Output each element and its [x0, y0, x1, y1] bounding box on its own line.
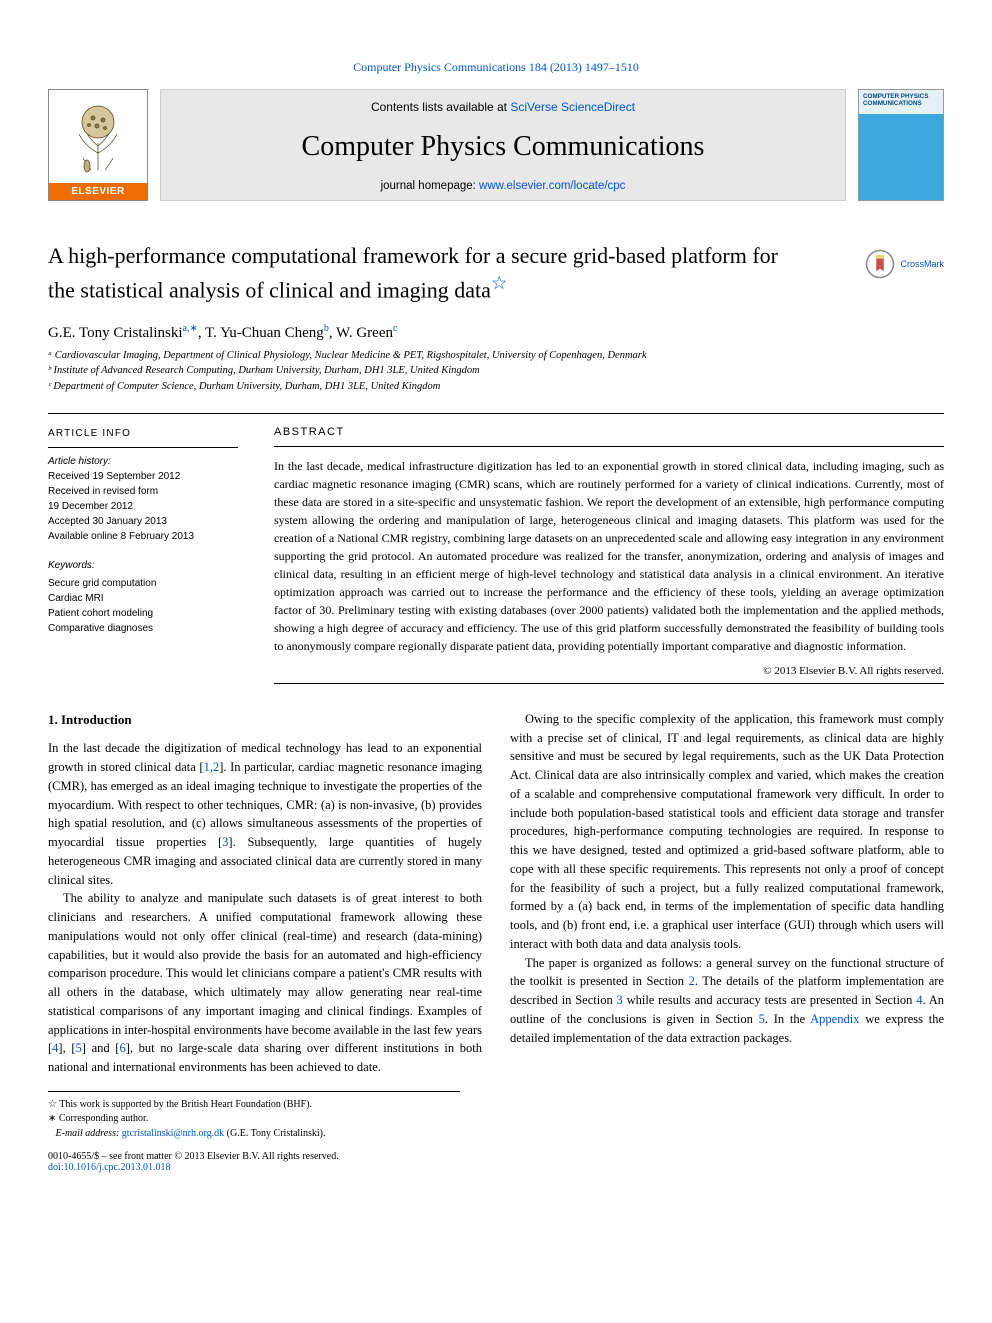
- body-paragraph: In the last decade the digitization of m…: [48, 739, 482, 889]
- ref-link[interactable]: 5: [76, 1041, 82, 1055]
- sciencedirect-link[interactable]: SciVerse ScienceDirect: [510, 100, 635, 114]
- homepage-link[interactable]: www.elsevier.com/locate/cpc: [479, 180, 625, 192]
- journal-cover[interactable]: COMPUTER PHYSICS COMMUNICATIONS: [858, 89, 944, 201]
- ref-link[interactable]: 6: [119, 1041, 125, 1055]
- keyword: Secure grid computation: [48, 576, 238, 591]
- elsevier-logo[interactable]: ELSEVIER: [48, 89, 148, 201]
- affil-link[interactable]: b: [324, 323, 329, 334]
- info-head: ARTICLE INFO: [48, 426, 238, 441]
- contents-line: Contents lists available at SciVerse Sci…: [371, 100, 635, 114]
- abstract-text: In the last decade, medical infrastructu…: [274, 457, 944, 655]
- body-columns: 1. Introduction In the last decade the d…: [48, 710, 944, 1077]
- issn-line: 0010-4655/$ – see front matter © 2013 El…: [48, 1151, 339, 1162]
- elsevier-label: ELSEVIER: [49, 183, 147, 200]
- crossmark-icon: [865, 249, 895, 279]
- history-line: Received in revised form: [48, 484, 238, 499]
- crossmark-link[interactable]: CrossMark: [900, 259, 944, 269]
- history-head: Article history:: [48, 454, 238, 469]
- separator: [48, 413, 944, 414]
- meta-row: ARTICLE INFO Article history: Received 1…: [48, 426, 944, 684]
- history-line: Received 19 September 2012: [48, 469, 238, 484]
- affil-link[interactable]: a,∗: [183, 323, 198, 334]
- crossmark-badge[interactable]: CrossMark: [865, 249, 944, 279]
- footnotes: ☆ This work is supported by the British …: [48, 1091, 460, 1142]
- article-title: A high-performance computational framewo…: [48, 241, 808, 305]
- footnote-corr: ∗ Corresponding author.: [48, 1112, 460, 1127]
- ref-link[interactable]: 3: [222, 835, 228, 849]
- email-link[interactable]: gtcristalinski@nrh.org.dk: [122, 1128, 224, 1139]
- author: W. Greenc: [336, 325, 397, 341]
- ref-link[interactable]: 4: [52, 1041, 58, 1055]
- bottom-row: 0010-4655/$ – see front matter © 2013 El…: [48, 1151, 944, 1173]
- section-link[interactable]: 2: [689, 974, 695, 988]
- elsevier-tree-icon: [63, 90, 133, 183]
- ref-link[interactable]: 1,2: [204, 760, 220, 774]
- citation-link[interactable]: Computer Physics Communications 184 (201…: [353, 60, 639, 74]
- affil-link[interactable]: c: [393, 323, 397, 334]
- footnote-star: ☆ This work is supported by the British …: [48, 1098, 460, 1113]
- abstract-block: ABSTRACT In the last decade, medical inf…: [274, 426, 944, 684]
- journal-title: Computer Physics Communications: [302, 131, 705, 163]
- citation-bar: Computer Physics Communications 184 (201…: [48, 60, 944, 75]
- title-footnote-link[interactable]: ☆: [491, 273, 507, 293]
- body-paragraph: The paper is organized as follows: a gen…: [510, 954, 944, 1048]
- cover-title: COMPUTER PHYSICS COMMUNICATIONS: [859, 90, 943, 108]
- body-paragraph: Owing to the specific complexity of the …: [510, 710, 944, 954]
- history-line: Accepted 30 January 2013: [48, 514, 238, 529]
- title-block: A high-performance computational framewo…: [48, 241, 944, 305]
- history-line: 19 December 2012: [48, 499, 238, 514]
- section-link[interactable]: 3: [617, 993, 623, 1007]
- article-info: ARTICLE INFO Article history: Received 1…: [48, 426, 238, 684]
- history-line: Available online 8 February 2013: [48, 529, 238, 544]
- keywords-head: Keywords:: [48, 558, 238, 573]
- authors: G.E. Tony Cristalinskia,∗, T. Yu-Chuan C…: [48, 323, 944, 342]
- keyword: Cardiac MRI: [48, 591, 238, 606]
- journal-header: ELSEVIER Contents lists available at Sci…: [48, 89, 944, 201]
- appendix-link[interactable]: Appendix: [810, 1012, 859, 1026]
- doi-link[interactable]: doi:10.1016/j.cpc.2013.01.018: [48, 1162, 171, 1173]
- footnote-email: E-mail address: gtcristalinski@nrh.org.d…: [48, 1127, 460, 1142]
- author: G.E. Tony Cristalinskia,∗: [48, 325, 198, 341]
- abstract-head: ABSTRACT: [274, 426, 944, 438]
- affiliation: ᶜ Department of Computer Science, Durham…: [48, 379, 944, 395]
- keyword: Comparative diagnoses: [48, 621, 238, 636]
- header-center: Contents lists available at SciVerse Sci…: [160, 89, 846, 201]
- keyword: Patient cohort modeling: [48, 606, 238, 621]
- section-head: 1. Introduction: [48, 710, 482, 730]
- author: T. Yu-Chuan Chengb: [205, 325, 329, 341]
- affiliation: ᵃ Cardiovascular Imaging, Department of …: [48, 348, 944, 364]
- section-link[interactable]: 4: [916, 993, 922, 1007]
- section-link[interactable]: 5: [759, 1012, 765, 1026]
- copyright: © 2013 Elsevier B.V. All rights reserved…: [274, 665, 944, 677]
- homepage-line: journal homepage: www.elsevier.com/locat…: [381, 180, 626, 192]
- affiliation: ᵇ Institute of Advanced Research Computi…: [48, 363, 944, 379]
- affiliations: ᵃ Cardiovascular Imaging, Department of …: [48, 348, 944, 395]
- body-paragraph: The ability to analyze and manipulate su…: [48, 889, 482, 1077]
